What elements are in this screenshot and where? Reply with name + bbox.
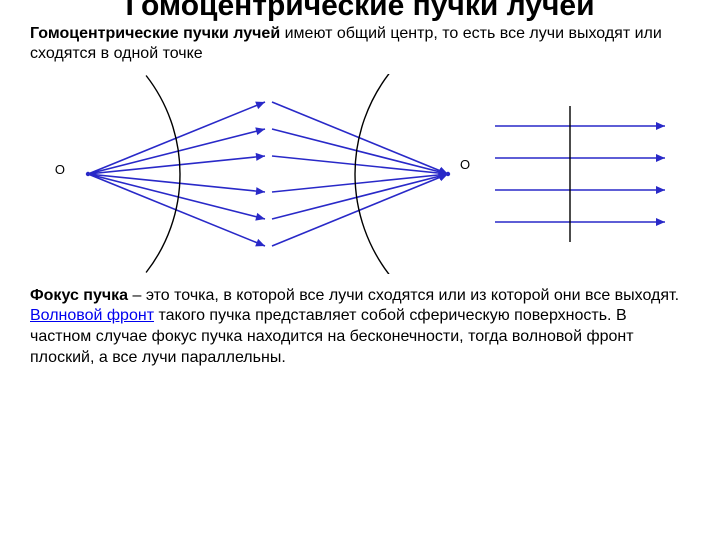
intro-paragraph: Гомоцентрические пучки лучей имеют общий… [0, 24, 720, 64]
focus-text-1: – это точка, в которой все лучи сходятся… [128, 287, 679, 304]
wavefront-link[interactable]: Волновой фронт [30, 307, 154, 324]
svg-text:O: O [460, 157, 470, 172]
ray-diagram: OO [40, 74, 680, 274]
intro-bold: Гомоцентрические пучки лучей [30, 25, 280, 42]
diagram-container: OO [0, 74, 720, 274]
focus-bold: Фокус пучка [30, 287, 128, 304]
svg-text:O: O [55, 162, 65, 177]
focus-paragraph: Фокус пучка – это точка, в которой все л… [0, 286, 720, 369]
page-title: Гомоцентрические пучки лучей [0, 0, 720, 22]
